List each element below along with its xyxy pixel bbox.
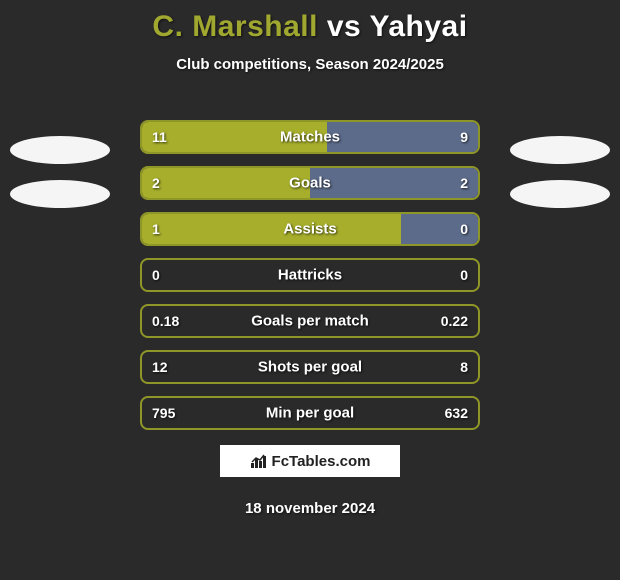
player2-name: Yahyai	[370, 10, 468, 43]
badge-ellipse	[510, 136, 610, 164]
stat-row: 2 Goals 2	[140, 166, 480, 200]
stat-row: 0 Hattricks 0	[140, 258, 480, 292]
logo-text: FcTables.com	[272, 453, 371, 470]
stat-label: Hattricks	[278, 267, 342, 284]
stat-value-left: 11	[152, 129, 167, 145]
stat-value-right: 0	[460, 221, 468, 237]
stat-value-right: 0	[460, 267, 468, 283]
stat-value-left: 0.18	[152, 313, 179, 329]
chart-icon	[250, 453, 268, 469]
stat-value-right: 9	[460, 129, 468, 145]
date-label: 18 november 2024	[245, 500, 375, 517]
player2-badges	[505, 120, 615, 224]
stat-fill-right	[310, 168, 478, 198]
comparison-title: C. Marshall vs Yahyai	[0, 0, 620, 44]
stat-row: 11 Matches 9	[140, 120, 480, 154]
player1-name: C. Marshall	[152, 10, 318, 43]
stat-value-left: 795	[152, 405, 175, 421]
vs-text: vs	[327, 10, 361, 43]
stat-row: 12 Shots per goal 8	[140, 350, 480, 384]
stat-value-left: 2	[152, 175, 160, 191]
stat-value-left: 1	[152, 221, 160, 237]
stat-label: Min per goal	[266, 405, 354, 422]
stat-label: Assists	[283, 221, 336, 238]
source-logo: FcTables.com	[220, 445, 400, 477]
badge-ellipse	[10, 180, 110, 208]
stat-label: Goals per match	[251, 313, 369, 330]
stat-label: Goals	[289, 175, 331, 192]
stat-value-right: 0.22	[441, 313, 468, 329]
stat-row: 0.18 Goals per match 0.22	[140, 304, 480, 338]
badge-ellipse	[510, 180, 610, 208]
stat-label: Shots per goal	[258, 359, 362, 376]
stat-fill-right	[327, 122, 478, 152]
stat-row: 795 Min per goal 632	[140, 396, 480, 430]
stat-bars-container: 11 Matches 9 2 Goals 2 1 Assists 0 0 Hattricks 0 0.1…	[140, 120, 480, 442]
stat-value-left: 0	[152, 267, 160, 283]
badge-ellipse	[10, 136, 110, 164]
stat-label: Matches	[280, 129, 340, 146]
player1-badges	[5, 120, 115, 224]
stat-value-right: 8	[460, 359, 468, 375]
stat-value-right: 2	[460, 175, 468, 191]
subtitle: Club competitions, Season 2024/2025	[0, 56, 620, 73]
stat-fill-left	[142, 214, 401, 244]
stat-row: 1 Assists 0	[140, 212, 480, 246]
stat-value-right: 632	[445, 405, 468, 421]
stat-fill-left	[142, 168, 310, 198]
stat-value-left: 12	[152, 359, 168, 375]
